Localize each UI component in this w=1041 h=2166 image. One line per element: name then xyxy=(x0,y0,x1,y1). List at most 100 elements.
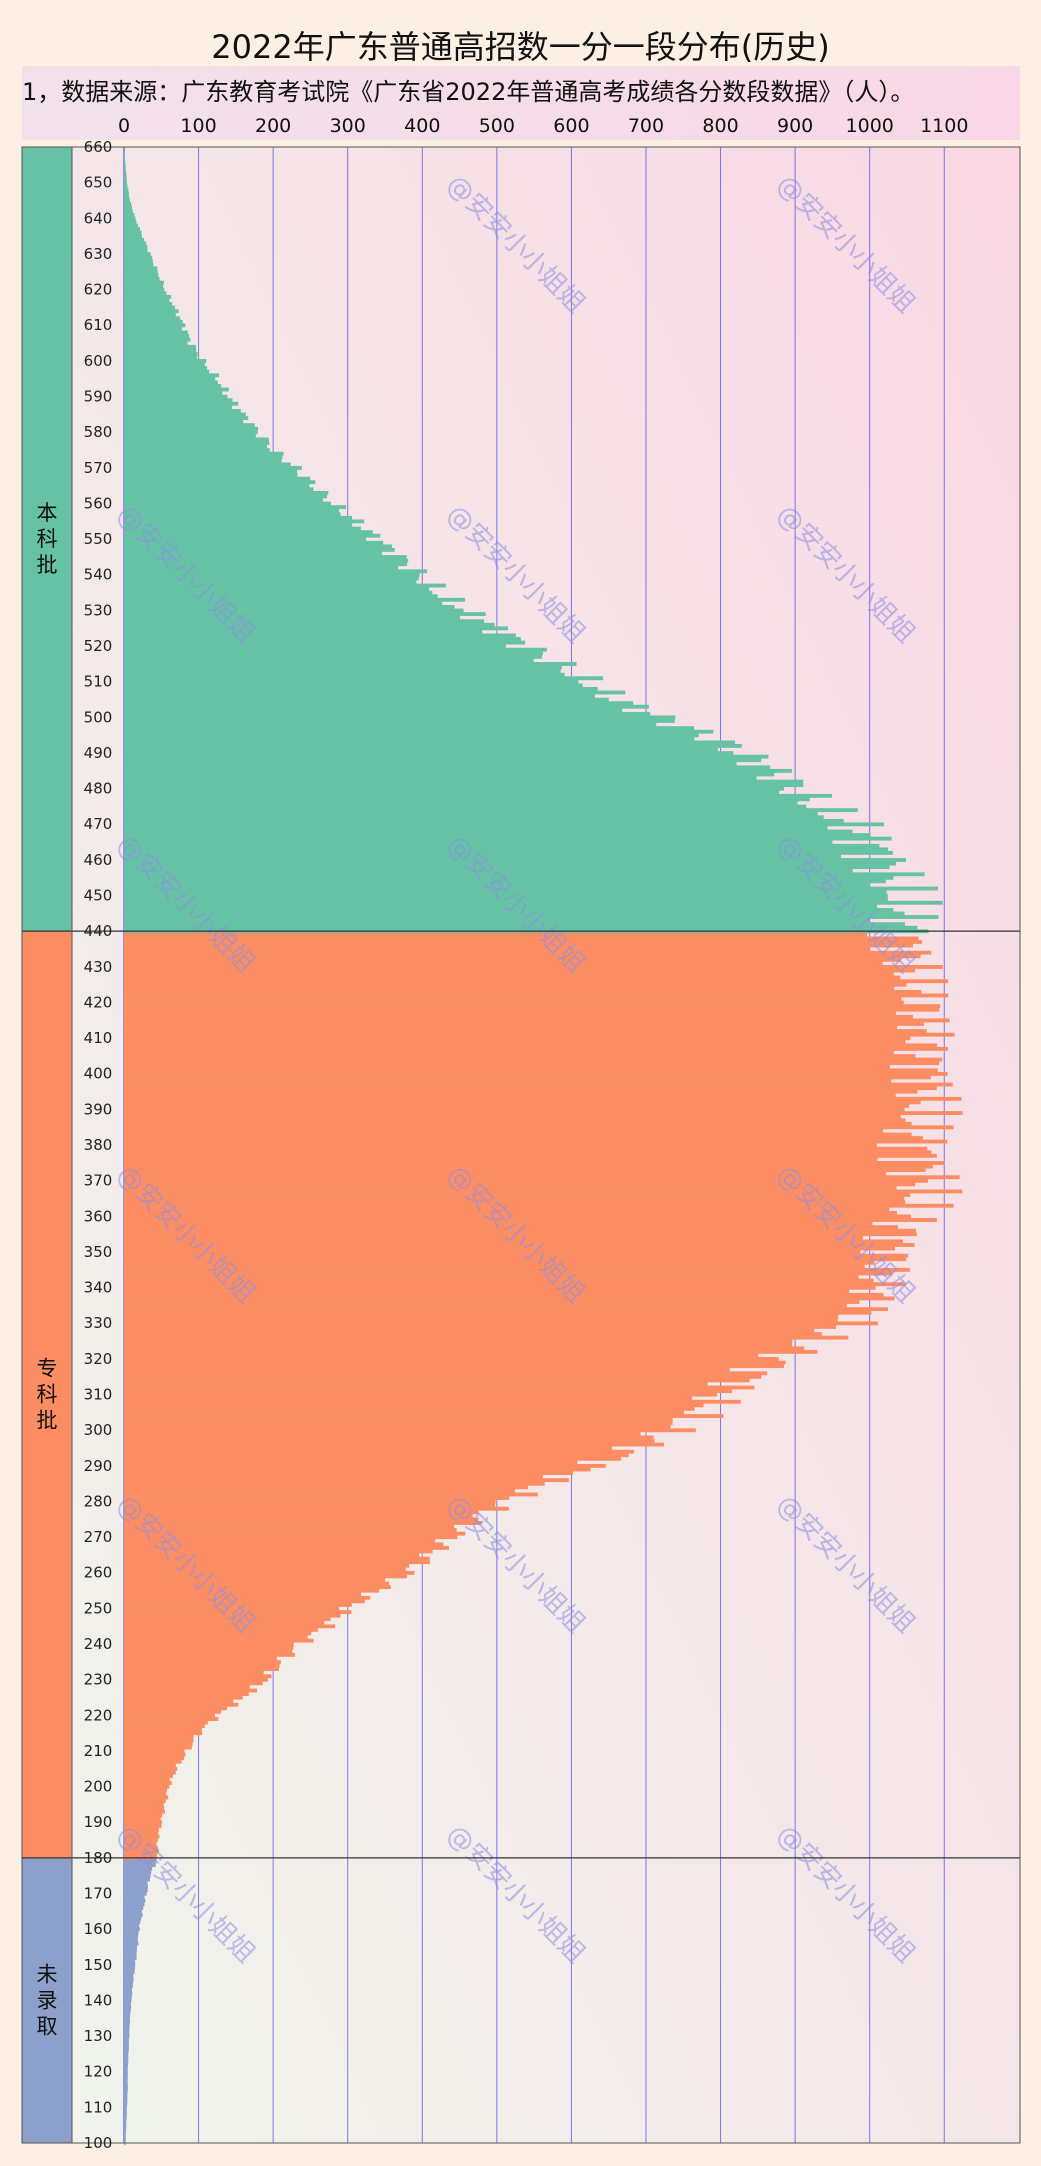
bar-621 xyxy=(124,284,164,289)
y-tick-label: 560 xyxy=(84,494,113,512)
bar-425 xyxy=(124,982,907,987)
bar-506 xyxy=(124,694,595,698)
bar-233 xyxy=(124,1667,279,1672)
bar-609 xyxy=(124,326,182,331)
bar-522 xyxy=(124,637,521,641)
bar-321 xyxy=(124,1353,759,1358)
bar-234 xyxy=(124,1663,280,1668)
bar-285 xyxy=(124,1481,545,1486)
bar-553 xyxy=(124,526,361,531)
bar-380 xyxy=(124,1143,877,1148)
bar-195 xyxy=(124,1802,164,1807)
bar-447 xyxy=(124,904,877,909)
bar-351 xyxy=(124,1246,896,1251)
bar-539 xyxy=(124,576,419,581)
bar-636 xyxy=(124,230,142,235)
bar-352 xyxy=(124,1243,915,1247)
bar-496 xyxy=(124,729,714,734)
bar-441 xyxy=(124,925,918,930)
bar-571 xyxy=(124,462,291,467)
bar-208 xyxy=(124,1756,185,1761)
y-tick-label: 640 xyxy=(84,209,113,227)
bar-653 xyxy=(124,170,127,175)
bar-453 xyxy=(124,883,869,887)
bar-657 xyxy=(124,155,125,160)
y-tick-label: 420 xyxy=(84,993,113,1011)
bar-138 xyxy=(124,2005,132,2010)
y-tick-label: 480 xyxy=(84,780,113,798)
bar-585 xyxy=(124,412,246,417)
bar-153 xyxy=(124,1952,137,1957)
bar-159 xyxy=(124,1930,139,1935)
y-tick-label: 240 xyxy=(84,1635,113,1653)
bar-566 xyxy=(124,480,316,485)
bar-237 xyxy=(124,1652,296,1657)
bar-316 xyxy=(124,1371,768,1376)
bar-342 xyxy=(124,1278,874,1283)
bar-248 xyxy=(124,1613,341,1618)
bar-182 xyxy=(124,1848,159,1853)
bar-486 xyxy=(124,765,771,770)
bar-503 xyxy=(124,704,649,709)
bar-113 xyxy=(124,2094,128,2099)
y-tick-label: 610 xyxy=(84,316,113,334)
y-tick-label: 490 xyxy=(84,744,113,762)
bar-256 xyxy=(124,1585,391,1590)
band-side-0 xyxy=(22,147,72,932)
bar-236 xyxy=(124,1656,277,1661)
bar-411 xyxy=(124,1032,955,1037)
x-tick-label: 100 xyxy=(180,115,216,137)
bar-642 xyxy=(124,209,133,214)
bar-341 xyxy=(124,1282,906,1287)
bar-526 xyxy=(124,622,495,627)
y-tick-label: 210 xyxy=(84,1742,113,1760)
bar-284 xyxy=(124,1485,528,1490)
bar-654 xyxy=(124,166,126,171)
bar-176 xyxy=(124,1870,152,1875)
bar-221 xyxy=(124,1709,222,1714)
bar-484 xyxy=(124,772,775,777)
y-tick-label: 110 xyxy=(84,2098,113,2116)
bar-107 xyxy=(124,2116,127,2121)
bar-306 xyxy=(124,1406,695,1411)
bar-565 xyxy=(124,483,310,488)
y-tick-label: 180 xyxy=(84,1849,113,1867)
bar-235 xyxy=(124,1660,281,1664)
bar-572 xyxy=(124,458,282,463)
bar-567 xyxy=(124,476,311,481)
x-tick-label: 1000 xyxy=(846,115,894,137)
bar-549 xyxy=(124,540,384,545)
y-tick-label: 350 xyxy=(84,1243,113,1261)
bar-421 xyxy=(124,997,902,1001)
bar-132 xyxy=(124,2027,130,2032)
bar-595 xyxy=(124,376,216,381)
bar-134 xyxy=(124,2020,131,2024)
bar-299 xyxy=(124,1431,641,1436)
bar-349 xyxy=(124,1253,909,1258)
bar-355 xyxy=(124,1232,918,1237)
bar-594 xyxy=(124,380,218,385)
bar-505 xyxy=(124,697,609,702)
bar-274 xyxy=(124,1521,482,1525)
y-tick-label: 410 xyxy=(84,1029,113,1047)
y-tick-label: 520 xyxy=(84,637,113,655)
bar-200 xyxy=(124,1784,170,1789)
bar-532 xyxy=(124,601,443,606)
bar-517 xyxy=(124,654,543,659)
y-tick-label: 400 xyxy=(84,1065,113,1083)
bar-287 xyxy=(124,1474,543,1479)
y-tick-label: 470 xyxy=(84,815,113,833)
bar-460 xyxy=(124,858,906,862)
bar-232 xyxy=(124,1670,264,1675)
bar-409 xyxy=(124,1039,906,1044)
bar-242 xyxy=(124,1635,308,1639)
band-side-1 xyxy=(22,931,72,1858)
bar-224 xyxy=(124,1699,234,1704)
bar-122 xyxy=(124,2062,129,2067)
bar-551 xyxy=(124,533,381,538)
bar-655 xyxy=(124,163,126,167)
bar-164 xyxy=(124,1913,143,1917)
bar-292 xyxy=(124,1456,622,1461)
bar-500 xyxy=(124,715,676,720)
bar-577 xyxy=(124,441,270,445)
